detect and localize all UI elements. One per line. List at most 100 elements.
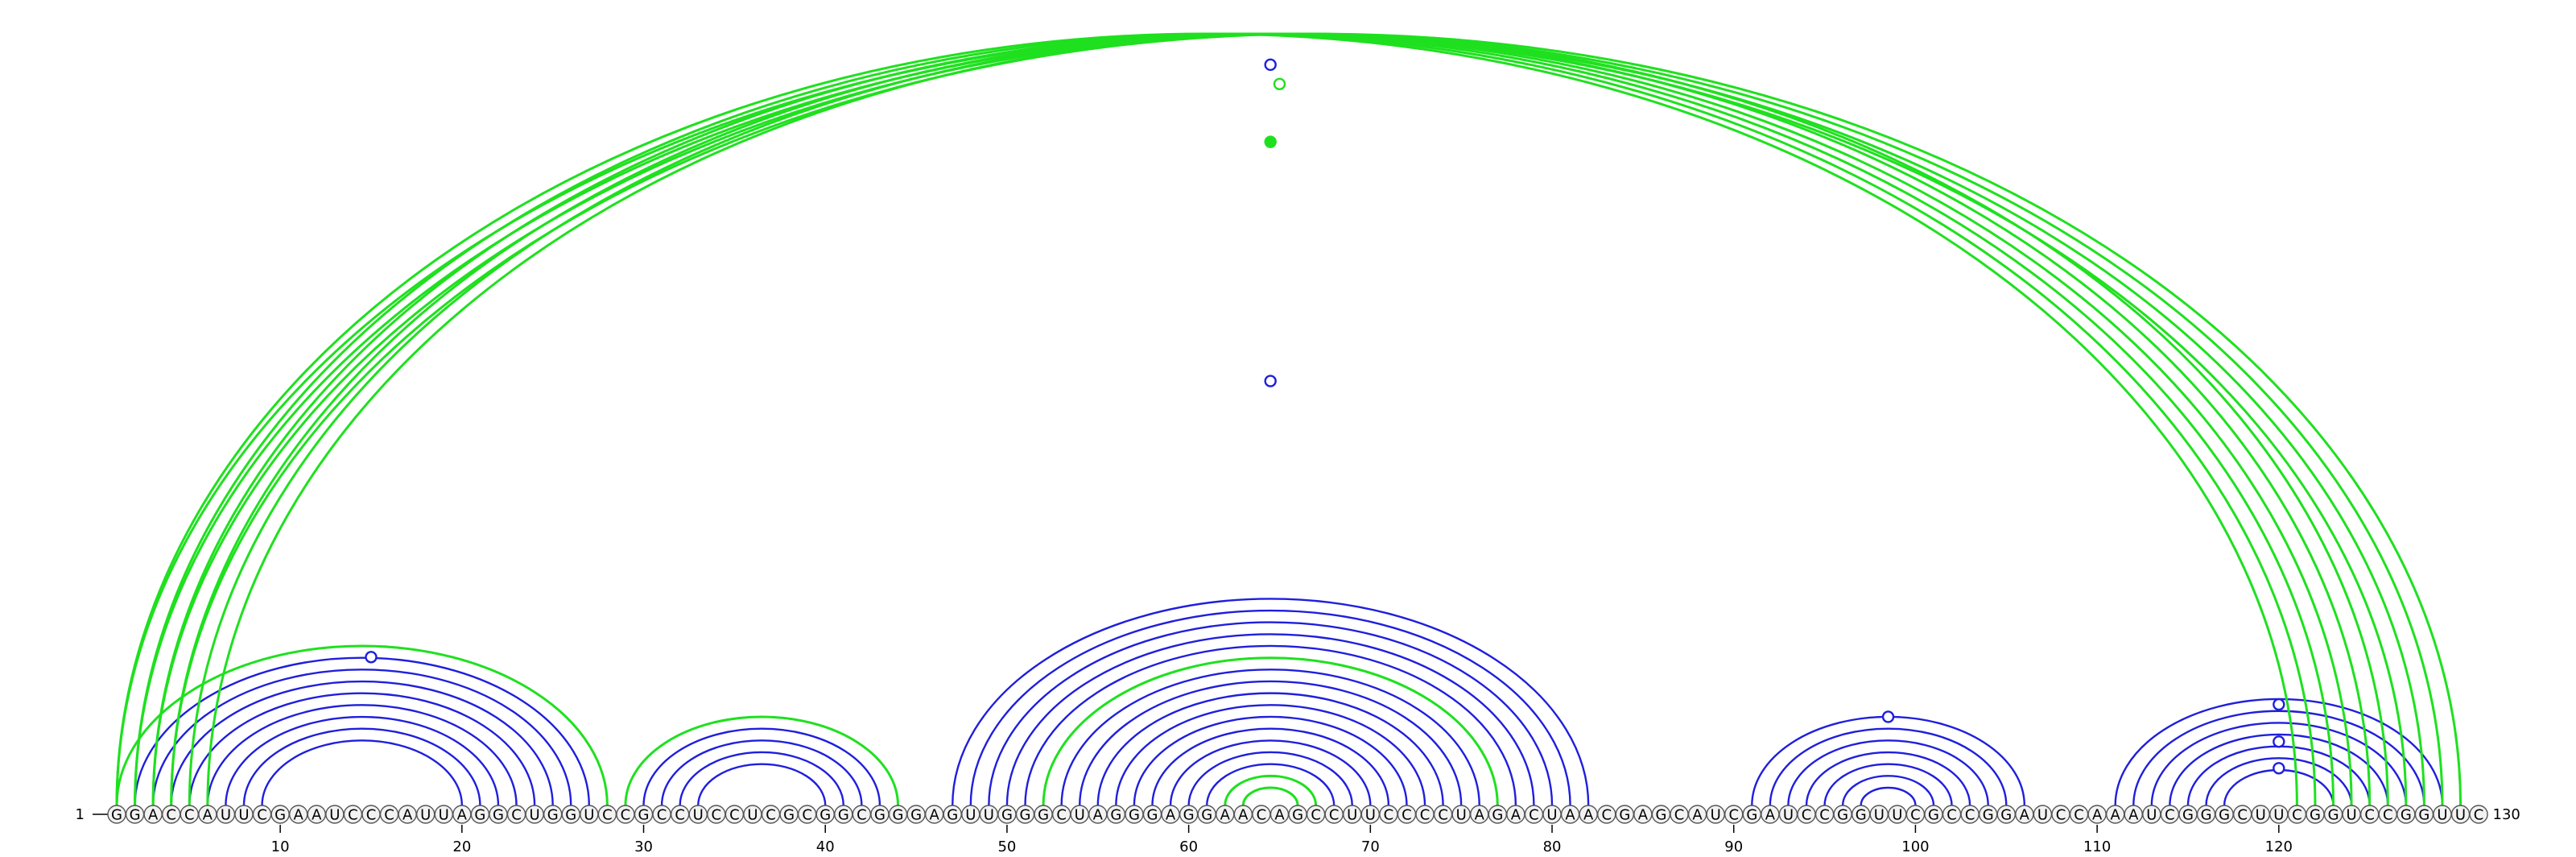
nucleotide-letter: G: [493, 807, 504, 824]
nucleotide-letter: G: [2418, 807, 2429, 824]
nucleotide-letter: U: [2256, 807, 2266, 824]
nucleotide-13: U: [325, 805, 345, 824]
nucleotide-87: C: [1670, 805, 1689, 824]
nucleotide-10: G: [270, 805, 290, 824]
nucleotide-57: G: [1125, 805, 1144, 824]
nucleotide-letter: G: [1856, 807, 1867, 824]
nucleotide-letter: A: [2092, 807, 2103, 824]
nucleotide-letter: A: [1565, 807, 1575, 824]
nucleotide-letter: G: [1110, 807, 1121, 824]
nucleotide-74: C: [1433, 805, 1453, 824]
nucleotide-letter: A: [312, 807, 322, 824]
nucleotide-39: C: [797, 805, 817, 824]
nucleotide-2: G: [125, 805, 145, 824]
nucleotide-97: G: [1852, 805, 1871, 824]
nucleotide-8: U: [234, 805, 254, 824]
nucleotide-letter: G: [474, 807, 485, 824]
arc-blue-49-80: [988, 621, 1554, 806]
nucleotide-letter: U: [2455, 807, 2466, 824]
nucleotide-70: U: [1360, 805, 1381, 824]
nucleotide-22: G: [489, 805, 508, 824]
nucleotide-letter: C: [1910, 807, 1921, 824]
nucleotide-letter: C: [384, 807, 394, 824]
nucleotide-letter: U: [1874, 807, 1885, 824]
arc-marker-1: [365, 651, 378, 664]
nucleotide-38: G: [779, 805, 799, 824]
nucleotide-61: G: [1197, 805, 1216, 824]
nucleotide-letter: G: [1746, 807, 1757, 824]
nucleotide-letter: U: [238, 807, 249, 824]
nucleotide-letter: C: [348, 807, 358, 824]
nucleotide-85: A: [1633, 805, 1653, 824]
nucleotide-113: U: [2142, 805, 2161, 824]
nucleotide-23: C: [506, 805, 526, 824]
nucleotide-17: A: [398, 805, 417, 824]
nucleotide-62: A: [1216, 805, 1235, 824]
nucleotide-53: C: [1051, 805, 1071, 824]
nucleotide-77: G: [1488, 805, 1508, 824]
nucleotide-letter: G: [1183, 807, 1195, 824]
nucleotide-letter: G: [1292, 807, 1303, 824]
nucleotide-letter: G: [893, 807, 904, 824]
tick-label-10: 10: [271, 838, 290, 855]
nucleotide-16: C: [379, 805, 399, 824]
arc-green-6-126: [206, 32, 2389, 806]
nucleotide-letter: C: [1056, 807, 1067, 824]
nucleotide-letter: A: [2111, 807, 2121, 824]
nucleotide-letter: A: [1166, 807, 1176, 824]
nucleotide-81: A: [1560, 805, 1580, 824]
nucleotide-111: A: [2105, 805, 2125, 824]
nucleotide-121: C: [2287, 805, 2307, 824]
arc-blue-9-20: [261, 739, 464, 806]
arc-blue-116-124: [2205, 757, 2353, 806]
nucleotide-letter: U: [420, 807, 431, 824]
nucleotide-letter: G: [638, 807, 650, 824]
nucleotide-letter: U: [965, 807, 976, 824]
arc-green-3-129: [151, 32, 2444, 806]
arc-green-1-121: [115, 32, 2298, 806]
nucleotide-64: C: [1252, 805, 1271, 824]
nucleotide-letter: C: [1420, 807, 1430, 824]
nucleotide-56: G: [1106, 805, 1126, 824]
nucleotide-letter: G: [910, 807, 922, 824]
arc-blue-55-74: [1096, 692, 1444, 806]
nucleotide-95: C: [1814, 805, 1835, 824]
nucleotide-40: G: [815, 805, 835, 824]
nucleotide-47: G: [943, 805, 962, 824]
nucleotide-75: U: [1451, 805, 1471, 824]
nucleotide-letter: G: [2328, 807, 2339, 824]
nucleotide-letter: C: [857, 807, 867, 824]
tick-label-40: 40: [816, 838, 835, 855]
nucleotide-letter: G: [783, 807, 795, 824]
arc-blue-51-78: [1024, 644, 1517, 806]
nucleotide-92: A: [1761, 805, 1780, 824]
arc-blue-59-70: [1169, 739, 1372, 806]
nucleotide-letter: C: [1384, 807, 1394, 824]
arc-blue-56-73: [1115, 704, 1426, 806]
nucleotide-25: G: [543, 805, 563, 824]
arc-blue-112-128: [2132, 710, 2425, 806]
nucleotide-letter: G: [111, 807, 122, 824]
arc-blue-95-102: [1823, 763, 1953, 806]
nucleotide-letter: C: [766, 807, 776, 824]
arc-blue-50-79: [1005, 633, 1535, 806]
nucleotide-letter: C: [2074, 807, 2084, 824]
nucleotide-letter: G: [1129, 807, 1140, 824]
arc-marker-4: [1264, 375, 1277, 387]
nucleotide-65: A: [1269, 805, 1290, 824]
nucleotide-131: C: [2469, 805, 2488, 824]
nucleotide-98: U: [1869, 805, 1889, 824]
nucleotide-letter: C: [1438, 807, 1448, 824]
nucleotide-letter: U: [1892, 807, 1902, 824]
nucleotide-6: A: [198, 805, 217, 824]
nucleotide-letter: G: [1837, 807, 1848, 824]
nucleotide-letter: C: [1802, 807, 1812, 824]
nucleotide-letter: U: [2347, 807, 2357, 824]
nucleotide-letter: U: [2146, 807, 2157, 824]
nucleotide-83: C: [1597, 805, 1616, 824]
nucleotide-54: U: [1070, 805, 1089, 824]
arc-blue-115-125: [2186, 745, 2371, 806]
nucleotide-letter: G: [2000, 807, 2012, 824]
